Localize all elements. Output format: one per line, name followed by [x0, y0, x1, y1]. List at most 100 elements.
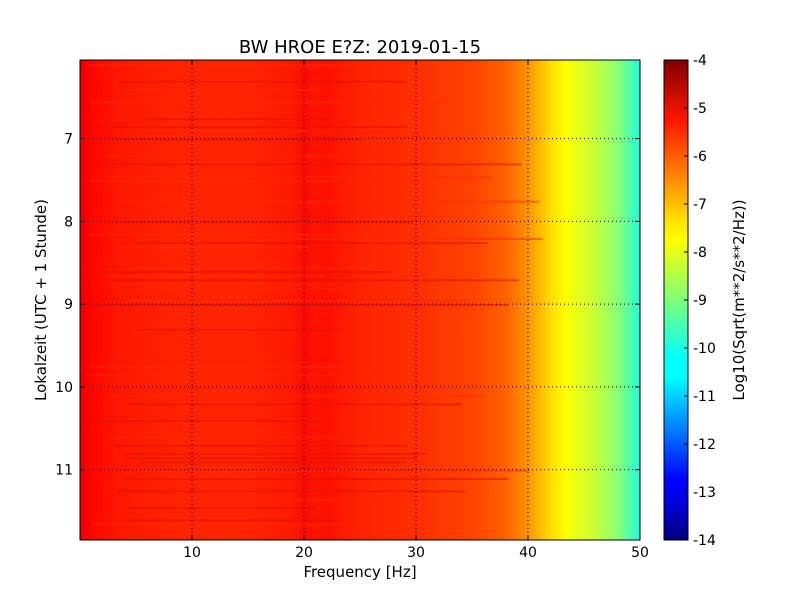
heatmap-streak — [126, 300, 467, 302]
colorbar-tick-label: -6 — [693, 149, 707, 165]
heatmap-streak — [96, 163, 522, 166]
heatmap-column — [119, 60, 123, 540]
x-tick-label: 50 — [631, 545, 649, 561]
heatmap-column — [497, 60, 501, 540]
heatmap-streak — [110, 395, 487, 398]
heatmap-column — [105, 60, 109, 540]
x-tick-label: 30 — [407, 545, 425, 561]
heatmap-column — [88, 60, 92, 540]
heatmap-column — [530, 60, 535, 540]
heatmap-column — [609, 60, 613, 540]
heatmap-column — [519, 60, 523, 540]
plot-area — [80, 60, 640, 540]
heatmap-column — [94, 60, 98, 540]
heatmap-column — [505, 60, 509, 540]
heatmap-streak — [119, 80, 406, 83]
heatmap-column — [544, 60, 549, 540]
heatmap-streak — [95, 304, 509, 307]
colorbar-label: Log10(Sqrt(m**2/s**2/Hz)) — [730, 199, 748, 400]
colorbar-tick-label: -4 — [693, 53, 707, 69]
heatmap-column — [91, 60, 95, 540]
heatmap-column — [578, 60, 582, 540]
y-tick-label: 10 — [55, 380, 73, 396]
heatmap-streak — [124, 453, 427, 456]
heatmap-column — [500, 60, 504, 540]
heatmap-column — [514, 60, 518, 540]
heatmap-streak — [122, 477, 509, 480]
heatmap-column — [110, 60, 115, 540]
heatmap-column — [634, 60, 638, 540]
heatmap-streak — [140, 287, 370, 290]
heatmap-streak — [88, 233, 371, 236]
grid-lines — [80, 60, 640, 540]
heatmap-streak — [137, 237, 543, 240]
y-axis: 7 8 9 10 11 — [55, 132, 640, 479]
heatmap-streak — [129, 266, 370, 269]
heatmap-column — [558, 60, 563, 540]
colorbar-tick-label: -10 — [693, 341, 716, 357]
colorbar-ticks: -4 -5 -6 -7 -8 -9 -10 -11 -12 -13 -14 — [684, 53, 716, 549]
heatmap-streak — [117, 490, 465, 493]
heatmap-streak — [80, 271, 393, 274]
heatmap-streak — [139, 461, 407, 464]
heatmap-streak — [110, 279, 519, 282]
heatmap-column — [628, 60, 633, 540]
heatmap-column — [556, 60, 560, 540]
colorbar-tick-label: -7 — [693, 197, 707, 213]
y-axis-label: Lokalzeit (UTC + 1 Stunde) — [32, 199, 50, 401]
heatmap-column — [612, 60, 616, 540]
heatmap-column — [113, 60, 117, 540]
heatmap-column — [469, 60, 473, 540]
plot-frame — [79, 59, 641, 541]
heatmap-column — [533, 60, 537, 540]
heatmap-streak — [89, 180, 360, 182]
heatmap-column — [477, 60, 481, 540]
heatmap-streak — [124, 519, 342, 522]
colorbar-tick-label: -5 — [693, 101, 707, 117]
heatmap-column — [592, 60, 596, 540]
chart-title: BW HROE E?Z: 2019-01-15 — [239, 37, 481, 58]
heatmap-column — [494, 60, 498, 540]
x-tick-label: 20 — [295, 545, 313, 561]
heatmap-streak — [109, 436, 397, 439]
heatmap-column — [474, 60, 479, 540]
x-tick-label: 10 — [183, 545, 201, 561]
heatmap-streak — [125, 130, 374, 133]
y-tick-label: 7 — [64, 132, 73, 148]
heatmap-streak — [109, 138, 362, 141]
heatmap-column — [626, 60, 630, 540]
heatmap-streak — [92, 126, 408, 129]
colorbar-tick-label: -9 — [693, 293, 707, 309]
heatmap-streak — [128, 403, 462, 406]
y-tick-label: 9 — [64, 297, 73, 313]
heatmap-column — [581, 60, 585, 540]
heatmap-column — [572, 60, 577, 540]
colorbar-tick-label: -11 — [693, 389, 716, 405]
heatmap-column — [522, 60, 526, 540]
heatmap-column — [466, 60, 470, 540]
heatmap-column — [124, 60, 129, 540]
heatmap-column — [614, 60, 619, 540]
heatmap-column — [96, 60, 101, 540]
heatmap-streak — [103, 155, 391, 158]
heatmap-column — [595, 60, 599, 540]
heatmap-streak — [132, 469, 530, 472]
colorbar-tick-label: -12 — [693, 437, 716, 453]
heatmap-column — [508, 60, 512, 540]
heatmap-column — [516, 60, 521, 540]
colorbar-tick-label: -13 — [693, 485, 716, 501]
heatmap-streak — [125, 457, 417, 460]
heatmap-column — [564, 60, 568, 540]
heatmap-column — [116, 60, 120, 540]
heatmap-column — [586, 60, 591, 540]
heatmap-column — [491, 60, 495, 540]
heatmap-streak — [85, 420, 321, 422]
heatmap-column — [561, 60, 565, 540]
heatmap-column — [85, 60, 89, 540]
heatmap-column — [525, 60, 529, 540]
heatmap-streak — [106, 175, 491, 178]
heatmap-column — [584, 60, 588, 540]
heatmap-column — [108, 60, 112, 540]
heatmap-streak — [109, 275, 327, 278]
